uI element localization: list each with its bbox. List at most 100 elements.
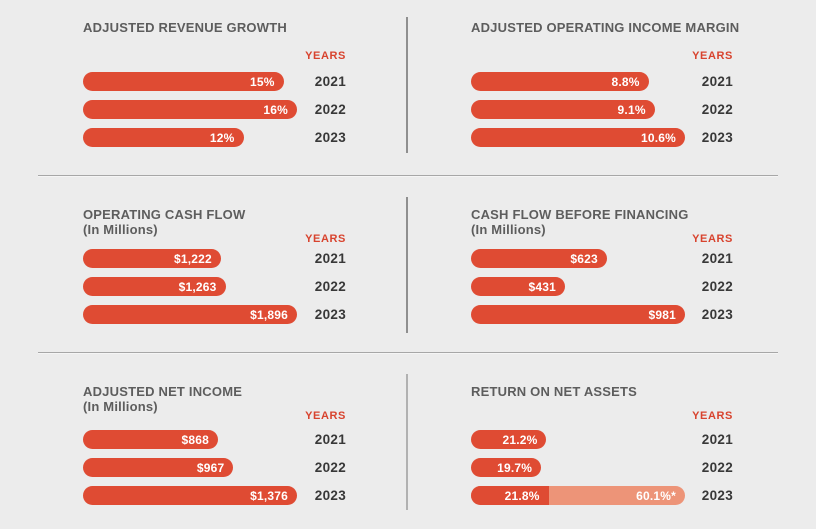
bar: $1,896	[83, 305, 297, 324]
panel-title-text: CASH FLOW BEFORE FINANCING	[471, 207, 689, 222]
panel-title-text: ADJUSTED OPERATING INCOME MARGIN	[471, 20, 740, 35]
bar-value-label: $1,263	[178, 279, 217, 294]
bar-track: $981	[471, 305, 685, 324]
year-label: 2023	[701, 130, 733, 145]
bar: $623	[471, 249, 607, 268]
bar-value-label: 60.1%*	[636, 488, 676, 503]
bar-row: $1,896 2023	[83, 305, 346, 324]
bar-track: 15%	[83, 72, 297, 91]
years-column-header: YEARS	[305, 410, 346, 422]
bar-value-label: $623	[570, 251, 598, 266]
year-label: 2022	[314, 279, 346, 294]
bar-track: $1,263	[83, 277, 297, 296]
dashboard-row-2: OPERATING CASH FLOW (In Millions) YEARS $…	[0, 177, 816, 352]
bar: 8.8%	[471, 72, 649, 91]
panel-title-text: ADJUSTED NET INCOME	[83, 384, 243, 399]
bar: $431	[471, 277, 566, 296]
panel-adjusted-net-income: ADJUSTED NET INCOME (In Millions) YEARS $…	[83, 354, 346, 529]
bar-value-label: $868	[181, 432, 209, 447]
bar-row: $1,222 2021	[83, 249, 346, 268]
bar: $967	[83, 458, 234, 477]
bar-chart: $1,222 2021 $1,263 2022 $1,896 2023	[83, 249, 346, 333]
bar-track: 10.6%	[471, 128, 685, 147]
bar-track: $1,376	[83, 486, 297, 505]
bar-row: $1,376 2023	[83, 486, 346, 505]
vertical-divider	[406, 197, 408, 333]
bar-track: 21.2%	[471, 430, 685, 449]
bar-value-label: 21.2%	[502, 432, 538, 447]
panel-title: ADJUSTED NET INCOME (In Millions)	[83, 384, 243, 414]
bar-row: 15% 2021	[83, 72, 346, 91]
bar: 12%	[83, 128, 244, 147]
year-label: 2022	[701, 279, 733, 294]
bar-value-label: $1,222	[174, 251, 212, 266]
vertical-divider	[406, 374, 408, 510]
bar-value-label: $967	[196, 460, 225, 475]
panel-adjusted-revenue-growth: ADJUSTED REVENUE GROWTH YEARS 15% 2021 1…	[83, 0, 346, 175]
year-label: 2022	[701, 460, 733, 475]
bar-track: 19.7%	[471, 458, 685, 477]
bar: 9.1%	[471, 100, 655, 119]
panel-title: RETURN ON NET ASSETS	[471, 384, 637, 400]
bar-track: 9.1%	[471, 100, 685, 119]
bar-track: $967	[83, 458, 297, 477]
panel-title: CASH FLOW BEFORE FINANCING (In Millions)	[471, 207, 689, 237]
panel-subtitle: (In Millions)	[83, 398, 158, 414]
panel-title: ADJUSTED REVENUE GROWTH	[83, 20, 287, 36]
bar-row: 60.1%* 21.8% 2023	[471, 486, 733, 505]
bar-chart: 15% 2021 16% 2022 12% 2023	[83, 72, 346, 156]
bar-chart: $623 2021 $431 2022 $981 2023	[471, 249, 733, 333]
year-label: 2022	[314, 102, 346, 117]
year-label: 2021	[701, 74, 733, 89]
bar: $981	[471, 305, 685, 324]
bar-track: 8.8%	[471, 72, 685, 91]
year-label: 2023	[314, 307, 346, 322]
bar: $868	[83, 430, 218, 449]
years-column-header: YEARS	[692, 233, 733, 245]
year-label: 2021	[701, 432, 733, 447]
year-label: 2023	[314, 488, 346, 503]
bar-chart: 21.2% 2021 19.7% 2022 60.1%* 21.8% 2023	[471, 430, 733, 514]
year-label: 2021	[314, 251, 346, 266]
bar-chart: $868 2021 $967 2022 $1,376 2023	[83, 430, 346, 514]
years-column-header: YEARS	[692, 410, 733, 422]
bar-value-label: 10.6%	[640, 130, 676, 145]
bar-value-label: $1,376	[250, 488, 288, 503]
bar-track: 12%	[83, 128, 297, 147]
bar-value-label: 12%	[209, 130, 235, 145]
panel-subtitle: (In Millions)	[471, 221, 546, 237]
bar-row: 9.1% 2022	[471, 100, 733, 119]
bar-row: 10.6% 2023	[471, 128, 733, 147]
bar-row: 16% 2022	[83, 100, 346, 119]
horizontal-divider	[38, 352, 778, 354]
year-label: 2023	[314, 130, 346, 145]
panel-subtitle: (In Millions)	[83, 221, 158, 237]
years-column-header: YEARS	[305, 233, 346, 245]
bar-value-label: 21.8%	[504, 488, 540, 503]
bar: 21.8%	[471, 486, 549, 505]
bar-row: $623 2021	[471, 249, 733, 268]
bar: 10.6%	[471, 128, 685, 147]
panel-cash-flow-before-financing: CASH FLOW BEFORE FINANCING (In Millions) …	[471, 177, 733, 352]
year-label: 2022	[314, 460, 346, 475]
bar-track: $431	[471, 277, 685, 296]
bar-row: 12% 2023	[83, 128, 346, 147]
bar-row: $1,263 2022	[83, 277, 346, 296]
year-label: 2021	[701, 251, 733, 266]
bar-row: $967 2022	[83, 458, 346, 477]
year-label: 2021	[314, 74, 346, 89]
bar-value-label: $431	[528, 279, 557, 294]
bar-row: $431 2022	[471, 277, 733, 296]
bar-row: $981 2023	[471, 305, 733, 324]
panel-title-text: ADJUSTED REVENUE GROWTH	[83, 20, 287, 35]
bar-row: 8.8% 2021	[471, 72, 733, 91]
bar-row: 19.7% 2022	[471, 458, 733, 477]
bar-value-label: 16%	[263, 102, 288, 117]
vertical-divider	[406, 17, 408, 153]
bar-track: $1,222	[83, 249, 297, 268]
year-label: 2023	[701, 307, 733, 322]
panel-title: OPERATING CASH FLOW (In Millions)	[83, 207, 245, 237]
bar-row: 21.2% 2021	[471, 430, 733, 449]
bar-chart: 8.8% 2021 9.1% 2022 10.6% 2023	[471, 72, 733, 156]
